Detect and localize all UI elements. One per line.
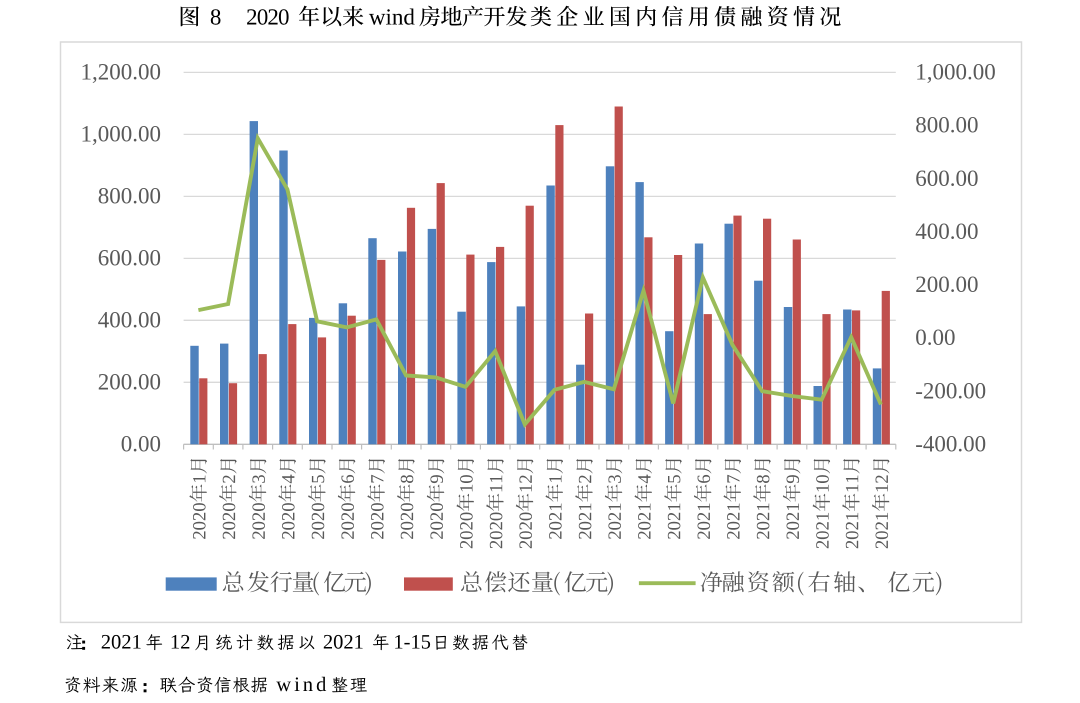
svg-text:1,000.00: 1,000.00 [81, 122, 162, 147]
svg-text:-200.00: -200.00 [915, 378, 986, 403]
svg-text:800.00: 800.00 [98, 184, 161, 209]
svg-text:0.00: 0.00 [121, 432, 161, 457]
svg-text:1,000.00: 1,000.00 [915, 60, 996, 85]
svg-text:600.00: 600.00 [98, 246, 161, 271]
svg-text:400.00: 400.00 [915, 219, 978, 244]
svg-text:1,200.00: 1,200.00 [81, 60, 162, 85]
svg-text:800.00: 800.00 [915, 113, 978, 138]
svg-text:600.00: 600.00 [915, 166, 978, 191]
svg-text:0.00: 0.00 [915, 325, 955, 350]
svg-text:200.00: 200.00 [915, 272, 978, 297]
svg-text:400.00: 400.00 [98, 308, 161, 333]
svg-text:200.00: 200.00 [98, 370, 161, 395]
svg-text:-400.00: -400.00 [915, 432, 986, 457]
